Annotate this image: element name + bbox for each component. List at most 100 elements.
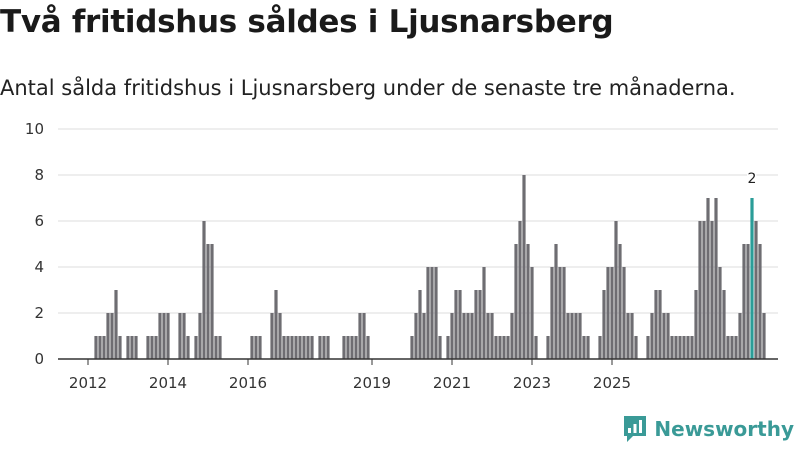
bar	[630, 313, 634, 359]
bar	[554, 244, 558, 359]
bar	[194, 336, 198, 359]
bar	[178, 313, 182, 359]
bar	[674, 336, 678, 359]
bar	[522, 175, 526, 359]
bar	[550, 267, 554, 359]
bar	[454, 290, 458, 359]
bar	[418, 290, 422, 359]
bar	[534, 336, 538, 359]
x-tick-label-2019: 2019	[353, 374, 391, 392]
bar	[598, 336, 602, 359]
bar	[762, 313, 766, 359]
bar	[306, 336, 310, 359]
bar	[626, 313, 630, 359]
bar	[478, 290, 482, 359]
bar	[274, 290, 278, 359]
bar	[722, 290, 726, 359]
bar	[294, 336, 298, 359]
bar	[102, 336, 106, 359]
bar	[514, 244, 518, 359]
bar	[618, 244, 622, 359]
bar	[362, 313, 366, 359]
y-tick-label-10: 10	[25, 120, 44, 138]
bar	[430, 267, 434, 359]
bar	[710, 221, 714, 359]
bar	[654, 290, 658, 359]
bar	[602, 290, 606, 359]
bar	[670, 336, 674, 359]
bar	[162, 313, 166, 359]
bar	[474, 290, 478, 359]
bar	[422, 313, 426, 359]
bar	[758, 244, 762, 359]
x-tick-label-2023: 2023	[513, 374, 551, 392]
bar	[346, 336, 350, 359]
bar	[358, 313, 362, 359]
bar	[714, 198, 718, 359]
bar	[282, 336, 286, 359]
bar	[578, 313, 582, 359]
bar	[106, 313, 110, 359]
bar	[490, 313, 494, 359]
bar	[258, 336, 262, 359]
x-tick-label-2021: 2021	[433, 374, 471, 392]
bar	[682, 336, 686, 359]
bar	[198, 313, 202, 359]
x-tick-label-2016: 2016	[229, 374, 267, 392]
bar	[518, 221, 522, 359]
chart-subtitle: Antal sålda fritidshus i Ljusnarsberg un…	[0, 76, 736, 100]
bar	[614, 221, 618, 359]
bar	[610, 267, 614, 359]
bar	[98, 336, 102, 359]
bar	[154, 336, 158, 359]
bar	[678, 336, 682, 359]
bar	[278, 313, 282, 359]
bar	[510, 313, 514, 359]
bar	[254, 336, 258, 359]
bar	[622, 267, 626, 359]
bar	[354, 336, 358, 359]
bar	[166, 313, 170, 359]
y-tick-label-6: 6	[34, 212, 44, 230]
bar	[214, 336, 218, 359]
bar	[250, 336, 254, 359]
bar	[310, 336, 314, 359]
bar	[586, 336, 590, 359]
bar	[686, 336, 690, 359]
bar	[746, 244, 750, 359]
bar	[318, 336, 322, 359]
bar	[342, 336, 346, 359]
data-label: 2	[748, 171, 757, 187]
bar	[698, 221, 702, 359]
bar	[506, 336, 510, 359]
bar	[502, 336, 506, 359]
bar	[322, 336, 326, 359]
bar	[210, 244, 214, 359]
bar	[718, 267, 722, 359]
bar	[662, 313, 666, 359]
bar	[446, 336, 450, 359]
bar	[546, 336, 550, 359]
chart-title: Två fritidshus såldes i Ljusnarsberg	[0, 4, 614, 40]
bar	[94, 336, 98, 359]
bar	[742, 244, 746, 359]
bar	[530, 267, 534, 359]
y-tick-label-8: 8	[34, 166, 44, 184]
bar	[450, 313, 454, 359]
bar	[486, 313, 490, 359]
bar	[462, 313, 466, 359]
bar	[290, 336, 294, 359]
bar	[114, 290, 118, 359]
bar	[110, 313, 114, 359]
bar	[434, 267, 438, 359]
bar	[302, 336, 306, 359]
bar	[158, 313, 162, 359]
bar	[558, 267, 562, 359]
bar	[134, 336, 138, 359]
bar	[634, 336, 638, 359]
x-tick-label-2012: 2012	[69, 374, 107, 392]
newsworthy-logo-text: Newsworthy	[654, 417, 794, 441]
bar	[750, 198, 754, 359]
bar	[690, 336, 694, 359]
